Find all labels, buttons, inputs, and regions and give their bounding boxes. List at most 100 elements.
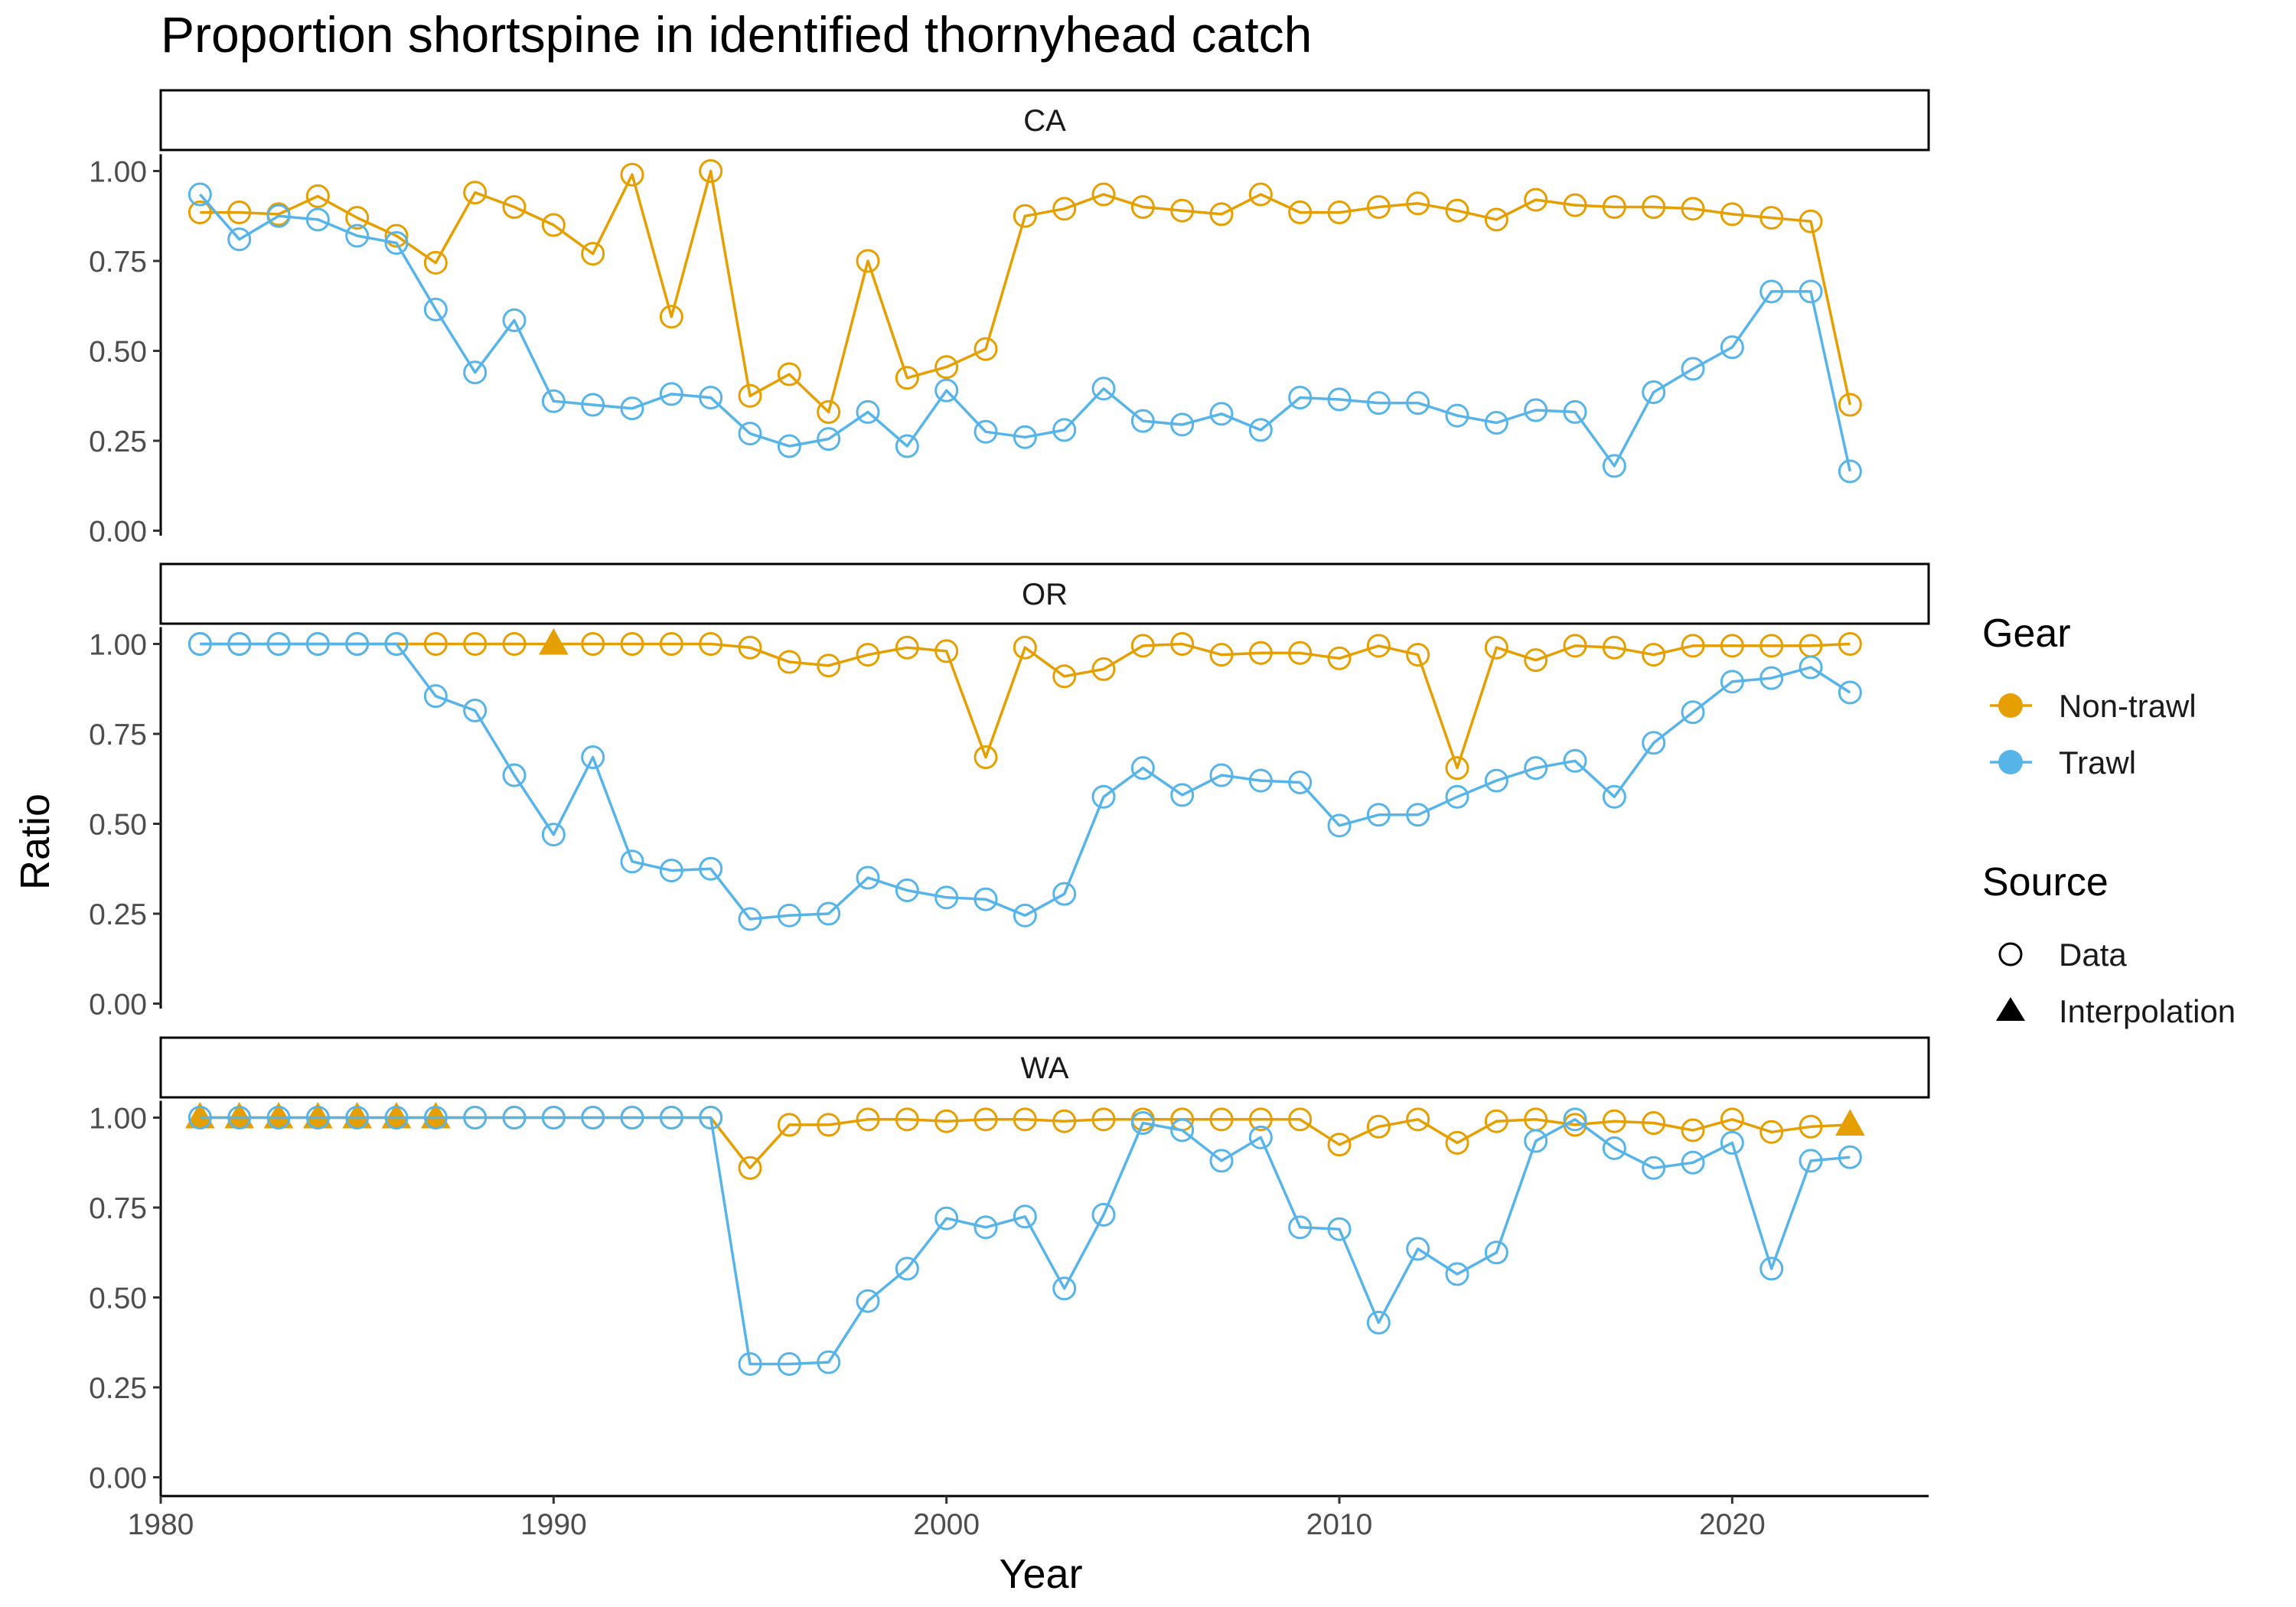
data-point [1681, 197, 1705, 221]
series-line-trawl [200, 642, 1851, 921]
data-point [1484, 768, 1508, 793]
data-point [1484, 1109, 1508, 1133]
data-point [1366, 634, 1391, 658]
data-point [1248, 768, 1273, 793]
data-point [188, 632, 212, 656]
data-point [699, 856, 723, 881]
data-point [974, 887, 998, 911]
data-point [659, 859, 683, 883]
data-point [974, 1215, 998, 1240]
data-point [817, 1350, 841, 1374]
data-point [1366, 195, 1391, 219]
data-point [541, 1106, 566, 1129]
data-point [1209, 643, 1234, 667]
y-tick-label: 0.50 [89, 1283, 147, 1315]
data-point [1720, 1130, 1744, 1155]
data-point [1445, 1262, 1469, 1286]
data-point [188, 200, 212, 225]
legend-key-circle [1998, 942, 2023, 966]
data-point [659, 632, 683, 656]
data-point [934, 885, 959, 910]
series-line-trawl [200, 1116, 1851, 1366]
data-point [1642, 731, 1666, 755]
y-tick-label: 0.50 [89, 336, 147, 369]
data-point [659, 1106, 683, 1129]
data-point [1013, 1107, 1037, 1132]
data-point [502, 308, 527, 333]
data-point [1799, 209, 1823, 233]
data-point [1406, 643, 1430, 667]
data-point [699, 159, 723, 183]
facet-strip-label: OR [1022, 578, 1068, 611]
data-point [1013, 635, 1037, 660]
x-tick-label: 2010 [1306, 1508, 1373, 1541]
data-point [1091, 182, 1116, 207]
data-point [1052, 418, 1077, 442]
data-point [1642, 1156, 1666, 1180]
y-tick-label: 0.25 [89, 1372, 147, 1405]
legend: Gear Non-trawl Trawl Source Data Interpolatio… [1982, 611, 2236, 1029]
data-point [1170, 783, 1195, 807]
data-point [620, 632, 644, 656]
data-point [895, 434, 919, 458]
data-point [817, 654, 841, 678]
data-point [345, 632, 370, 656]
data-point [620, 849, 644, 874]
data-point [934, 378, 959, 403]
data-point [777, 1351, 801, 1376]
data-point [1091, 657, 1116, 681]
series-line-non-trawl [200, 642, 1851, 770]
y-tick-label: 0.25 [89, 425, 147, 458]
data-point [463, 181, 488, 205]
y-tick-label: 0.00 [89, 989, 147, 1022]
data-point [423, 297, 448, 321]
data-point [620, 396, 644, 421]
data-point [1130, 756, 1155, 781]
data-point [1366, 391, 1391, 416]
data-point [1248, 1125, 1273, 1149]
data-point [423, 684, 448, 709]
data-point [384, 223, 409, 248]
data-point [1838, 393, 1862, 417]
data-point [1563, 748, 1587, 773]
data-point [856, 249, 880, 273]
data-point [1288, 1215, 1313, 1240]
data-point [1799, 1114, 1823, 1139]
data-point [305, 632, 330, 656]
data-point [1406, 1107, 1430, 1132]
data-point [1170, 1118, 1195, 1143]
data-point [1720, 335, 1744, 360]
data-point [1720, 670, 1744, 694]
data-point [895, 1107, 919, 1132]
data-point [1406, 391, 1430, 416]
data-point [659, 382, 683, 406]
legend-title-source: Source [1982, 860, 2108, 905]
data-point [1602, 635, 1626, 660]
data-point [227, 632, 252, 656]
data-point-interpolation [1835, 1109, 1865, 1136]
data-point [1760, 1120, 1784, 1144]
data-point [227, 200, 252, 225]
data-point [1838, 459, 1862, 484]
data-point [1681, 357, 1705, 381]
y-tick-label: 0.25 [89, 898, 147, 931]
data-point [1799, 1149, 1823, 1173]
data-point [974, 1107, 998, 1132]
data-point [1327, 387, 1352, 412]
data-point [1130, 409, 1155, 433]
data-point [1288, 770, 1313, 794]
y-axis-title: Ratio [12, 794, 58, 890]
x-tick-label: 2000 [913, 1508, 980, 1541]
data-point [620, 162, 644, 187]
data-point [974, 419, 998, 444]
legend-label-source: Interpolation [2059, 993, 2236, 1029]
facet-strip-or [159, 562, 1930, 625]
data-point [1091, 376, 1116, 401]
data-point [895, 635, 919, 660]
data-point [895, 1257, 919, 1281]
data-point [1681, 1150, 1705, 1175]
data-point [856, 399, 880, 424]
data-point [1563, 1107, 1587, 1132]
data-point [266, 204, 291, 228]
data-point [1799, 655, 1823, 680]
